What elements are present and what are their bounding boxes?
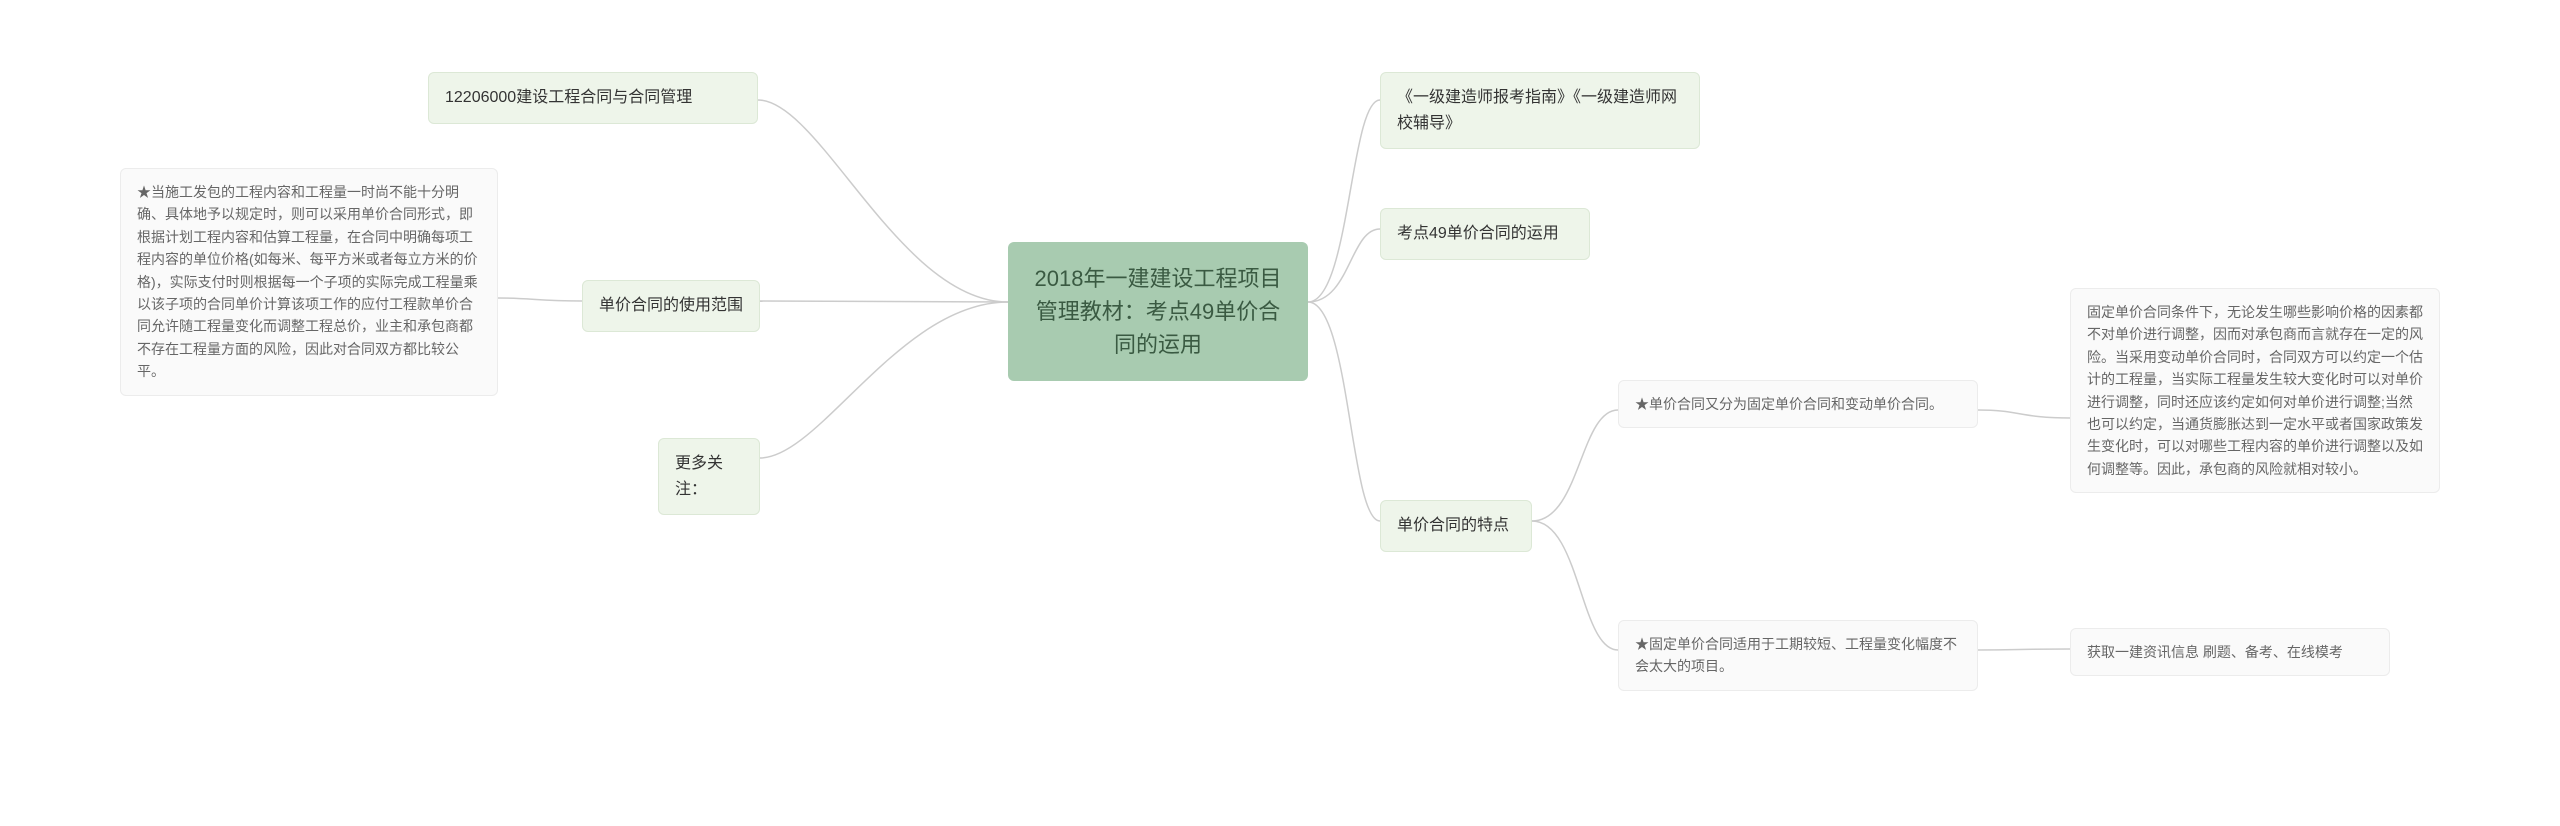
- leaf-r3a1-text: 固定单价合同条件下，无论发生哪些影响价格的因素都不对单价进行调整，因而对承包商而…: [2087, 304, 2423, 477]
- center-node: 2018年一建建设工程项目管理教材：考点49单价合同的运用: [1008, 242, 1308, 381]
- branch-l3-text: 更多关注：: [675, 455, 723, 498]
- leaf-r3a: ★单价合同又分为固定单价合同和变动单价合同。: [1618, 380, 1978, 428]
- branch-l2: 单价合同的使用范围: [582, 280, 760, 332]
- branch-l3: 更多关注：: [658, 438, 760, 515]
- leaf-l2a: ★当施工发包的工程内容和工程量一时尚不能十分明确、具体地予以规定时，则可以采用单…: [120, 168, 498, 396]
- branch-r1: 《一级建造师报考指南》《一级建造师网校辅导》: [1380, 72, 1700, 149]
- leaf-r3b1-text: 获取一建资讯信息 刷题、备考、在线模考: [2087, 644, 2343, 660]
- leaf-r3a1: 固定单价合同条件下，无论发生哪些影响价格的因素都不对单价进行调整，因而对承包商而…: [2070, 288, 2440, 493]
- branch-r1-text: 《一级建造师报考指南》《一级建造师网校辅导》: [1397, 89, 1677, 132]
- center-text: 2018年一建建设工程项目管理教材：考点49单价合同的运用: [1035, 266, 1282, 357]
- branch-l1: 12206000建设工程合同与合同管理: [428, 72, 758, 124]
- branch-r2: 考点49单价合同的运用: [1380, 208, 1590, 260]
- leaf-r3b1: 获取一建资讯信息 刷题、备考、在线模考: [2070, 628, 2390, 676]
- leaf-r3b-text: ★固定单价合同适用于工期较短、工程量变化幅度不会太大的项目。: [1635, 636, 1957, 674]
- branch-r3: 单价合同的特点: [1380, 500, 1532, 552]
- branch-l1-text: 12206000建设工程合同与合同管理: [445, 89, 692, 106]
- branch-l2-text: 单价合同的使用范围: [599, 297, 743, 314]
- leaf-l2a-text: ★当施工发包的工程内容和工程量一时尚不能十分明确、具体地予以规定时，则可以采用单…: [137, 184, 478, 379]
- leaf-r3b: ★固定单价合同适用于工期较短、工程量变化幅度不会太大的项目。: [1618, 620, 1978, 691]
- branch-r2-text: 考点49单价合同的运用: [1397, 225, 1559, 242]
- leaf-r3a-text: ★单价合同又分为固定单价合同和变动单价合同。: [1635, 396, 1943, 412]
- branch-r3-text: 单价合同的特点: [1397, 517, 1509, 534]
